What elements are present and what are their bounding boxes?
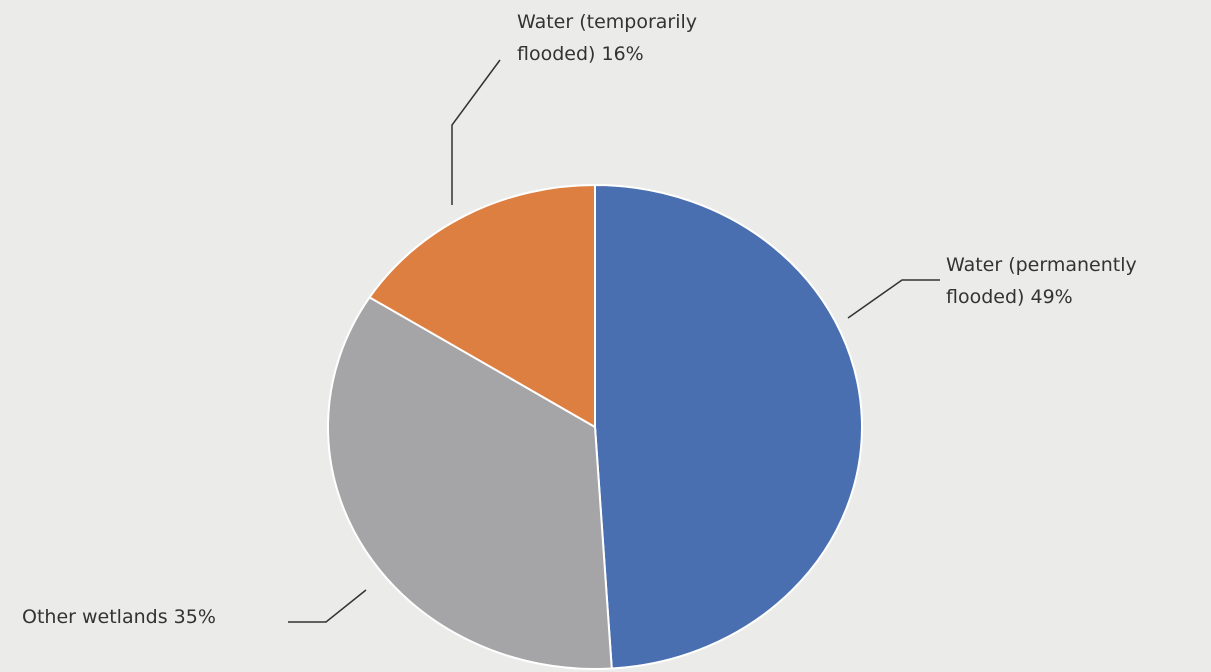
slice-label: Other wetlands 35% xyxy=(22,601,216,633)
pie-slice xyxy=(594,183,863,670)
category-label: Water (temporarily flooded) xyxy=(517,11,698,65)
pie-slice xyxy=(327,296,613,670)
leader-line xyxy=(451,59,501,205)
leader-line xyxy=(847,279,940,319)
category-label: Water (permanently flooded) xyxy=(946,254,1137,308)
value-label: 49% xyxy=(1030,286,1073,308)
slice-label: Water (permanently flooded) 49% xyxy=(946,249,1208,313)
leader-line xyxy=(288,589,367,623)
category-label: Other wetlands xyxy=(22,606,168,628)
value-label: 35% xyxy=(173,606,216,628)
pie-slice xyxy=(368,183,596,429)
value-label: 16% xyxy=(601,43,644,65)
slice-label: Water (temporarily flooded) 16% xyxy=(517,6,767,70)
